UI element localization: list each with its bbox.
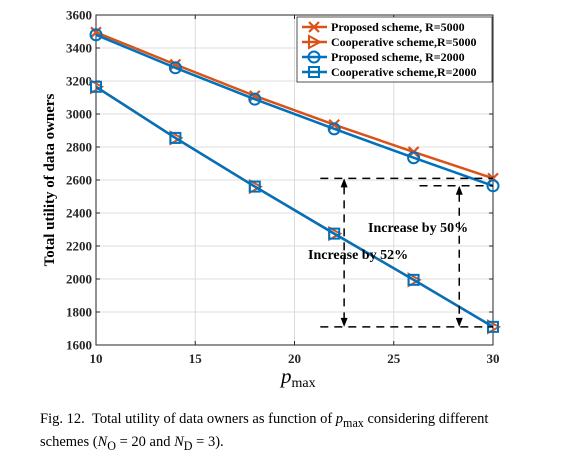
legend-entry: Proposed scheme, R=2000 [302, 50, 465, 64]
chart: 1600 1800 2000 2200 2400 2600 2800 3000 3200 3400… [42, 8, 502, 391]
y-axis-label: Total utility of data owners [42, 93, 58, 266]
y-tick-label: 2800 [66, 140, 92, 155]
caption-no-n: N [97, 433, 108, 450]
y-tick-label: 1800 [66, 305, 92, 320]
x-axis-label-base: p [279, 364, 292, 388]
series-4-point [169, 131, 182, 144]
y-tick-label: 3600 [66, 8, 92, 23]
legend-label: Proposed scheme, R=5000 [331, 20, 465, 34]
y-tick-label: 2000 [66, 272, 92, 287]
x-ticks: 10 15 20 25 30 [90, 15, 500, 366]
annotations: Increase by 50% Increase by 52% [308, 177, 493, 328]
y-tick-label: 3000 [66, 107, 92, 122]
series-1-point-stroke-b [90, 26, 102, 39]
legend-entry: Cooperative scheme,R=5000 [302, 34, 476, 50]
arrow-52-head-down [340, 317, 348, 327]
caption-max: max [343, 415, 364, 430]
series-4-line [95, 85, 494, 328]
series-3 [89, 28, 500, 193]
series-group [89, 26, 502, 335]
x-tick-label: 10 [90, 351, 103, 366]
figure-caption: Fig. 12. Total utility of data owners as… [40, 410, 560, 456]
series-4 [90, 80, 499, 333]
x-axis-label: pmax [279, 364, 316, 391]
y-tick-label: 1600 [66, 338, 92, 353]
series-3-point [89, 28, 103, 42]
series-3-line [95, 33, 494, 187]
arrow-52-head-up [340, 178, 348, 188]
legend-label: Cooperative scheme,R=5000 [331, 35, 476, 49]
caption-text-2: considering different [363, 411, 489, 427]
x-tick-label: 25 [387, 351, 401, 366]
caption-text-4: = 20 and [115, 433, 175, 450]
x-tick-label: 30 [487, 351, 500, 366]
series-1-line [95, 31, 494, 180]
series-3-point [327, 122, 341, 136]
series-3-point [407, 151, 421, 165]
arrow-50-head-up [455, 185, 463, 195]
y-tick-label: 2200 [66, 239, 92, 254]
arrow-50 [455, 185, 463, 327]
legend-label: Cooperative scheme,R=2000 [331, 65, 476, 79]
y-tick-label: 2600 [66, 173, 92, 188]
legend-box [296, 16, 493, 83]
series-3-point [486, 179, 500, 193]
legend-swatch-marker-stroke-b [308, 21, 320, 33]
legend-label: Proposed scheme, R=2000 [331, 50, 465, 64]
caption-fig-number: Fig. 12. [40, 411, 85, 427]
x-axis-label-sub: max [292, 376, 316, 391]
y-ticks: 1600 1800 2000 2200 2400 2600 2800 3000 3200 3400… [66, 8, 493, 353]
series-4-point [90, 80, 102, 93]
legend-entry: Cooperative scheme,R=2000 [302, 65, 476, 79]
y-tick-label: 2400 [66, 206, 92, 221]
caption-text-5: = 3). [192, 433, 224, 450]
series-3-point [248, 92, 262, 106]
x-tick-label: 20 [288, 351, 301, 366]
series-1-point-stroke-b [249, 90, 261, 102]
series-4-point [328, 227, 341, 240]
arrow-50-head-down [455, 317, 463, 327]
annotation-52: Increase by 52% [308, 248, 408, 263]
series-4-point [248, 180, 261, 193]
legend-swatch-marker [308, 21, 320, 33]
series-1-point-stroke-b [169, 58, 182, 71]
series-4-point [487, 320, 499, 333]
caption-text-1: Total utility of data owners as function… [91, 411, 336, 427]
caption-nd-sub: D [183, 438, 193, 453]
series-3-point [168, 61, 182, 75]
series-4-point [407, 273, 420, 286]
annotation-50: Increase by 50% [368, 221, 468, 236]
arrow-52 [340, 178, 348, 327]
legend-swatch-marker [308, 66, 320, 78]
legend-swatch-marker [307, 50, 321, 64]
x-tick-label: 15 [189, 351, 203, 366]
legend-entry: Proposed scheme, R=5000 [302, 20, 465, 34]
caption-text-3: schemes ( [40, 433, 98, 450]
legend-swatch-marker [308, 34, 323, 50]
y-tick-label: 3200 [66, 74, 92, 89]
caption-p: p [335, 411, 344, 427]
caption-nd-n: N [174, 433, 184, 450]
y-tick-label: 3400 [66, 41, 92, 56]
caption-no-sub: O [107, 438, 116, 453]
